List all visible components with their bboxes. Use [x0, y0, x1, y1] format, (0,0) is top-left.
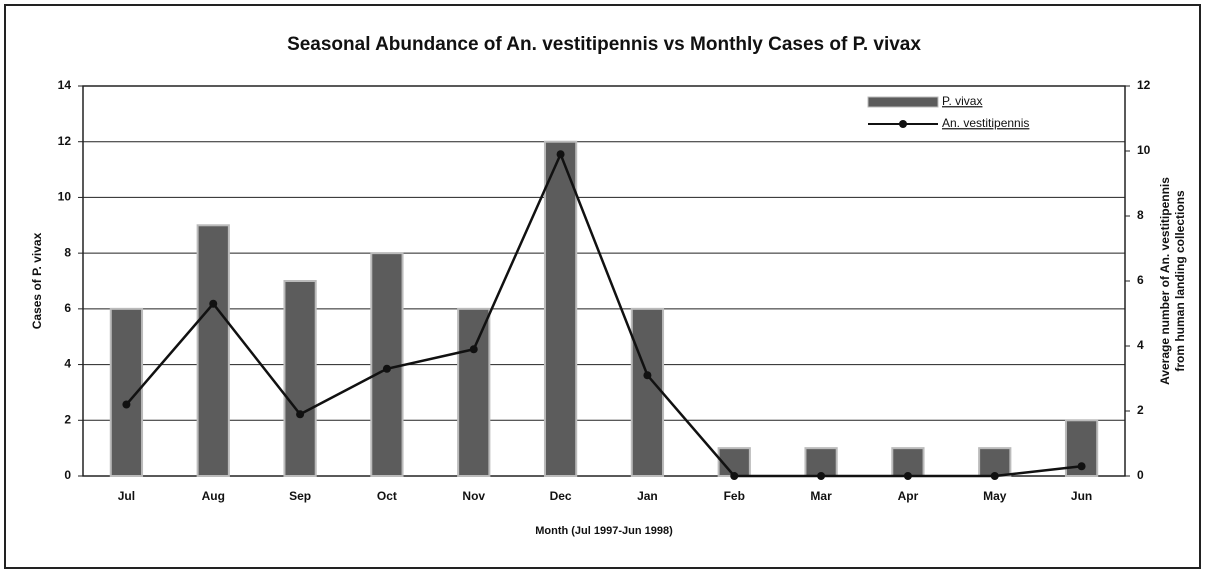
line-marker: [990, 472, 999, 480]
x-tick-label: Jun: [1071, 489, 1092, 503]
y-tick-label: 12: [58, 134, 72, 148]
y-tick-label: 0: [64, 468, 71, 482]
x-tick-label: May: [983, 489, 1007, 503]
bar: [196, 224, 230, 477]
x-tick-label: Dec: [550, 489, 572, 503]
y-tick-label: 2: [64, 412, 71, 426]
bar: [283, 280, 317, 477]
y2-axis-label: Average number of An. vestitipennis: [1158, 177, 1172, 385]
line-marker: [903, 472, 912, 480]
x-tick-label: Apr: [898, 489, 919, 503]
bar: [891, 447, 925, 477]
line-marker: [1077, 462, 1086, 471]
x-tick-label: Mar: [810, 489, 832, 503]
line-marker: [730, 472, 739, 480]
y-tick-label: 6: [64, 301, 71, 315]
x-tick-label: Jul: [118, 489, 135, 503]
bar: [543, 140, 578, 477]
x-tick-label: Nov: [462, 489, 485, 503]
legend-swatch: [867, 96, 939, 108]
legend-label: P. vivax: [942, 94, 982, 108]
line-marker: [469, 345, 478, 354]
x-tick-label: Aug: [202, 489, 225, 503]
line-marker: [122, 400, 131, 409]
bar: [370, 252, 404, 477]
y-axis-label: Cases of P. vivax: [30, 232, 44, 329]
y2-tick-label: 2: [1137, 403, 1144, 417]
x-tick-label: Oct: [377, 489, 397, 503]
line-marker: [209, 299, 218, 308]
y2-tick-label: 10: [1137, 143, 1151, 157]
bar: [630, 307, 665, 477]
y-tick-label: 4: [64, 357, 71, 371]
x-tick-label: Jan: [637, 489, 658, 503]
line-marker: [382, 364, 391, 373]
y2-tick-label: 12: [1137, 78, 1151, 92]
plot-area: [82, 85, 1126, 477]
bar: [978, 447, 1012, 477]
y-tick-label: 14: [58, 78, 72, 92]
line-marker: [643, 371, 652, 380]
x-tick-label: Sep: [289, 489, 311, 503]
x-tick-label: Feb: [724, 489, 745, 503]
y2-axis-label: from human landing collections: [1173, 190, 1187, 372]
bar: [804, 447, 838, 477]
frame: [4, 4, 1201, 569]
y2-tick-label: 4: [1137, 338, 1144, 352]
legend-label: An. vestitipennis: [942, 116, 1029, 130]
bar: [457, 307, 491, 477]
x-axis-label: Month (Jul 1997-Jun 1998): [535, 525, 673, 537]
chart-title: Seasonal Abundance of An. vestitipennis …: [287, 34, 921, 55]
y2-tick-label: 8: [1137, 208, 1144, 222]
y2-tick-label: 6: [1137, 273, 1144, 287]
line-marker: [817, 472, 826, 480]
line-marker: [296, 410, 305, 419]
line-marker: [556, 150, 565, 159]
y-tick-label: 8: [64, 245, 71, 259]
y2-tick-label: 0: [1137, 468, 1144, 482]
legend-marker: [899, 120, 907, 128]
y-tick-label: 10: [58, 190, 72, 204]
line: [125, 151, 1082, 478]
